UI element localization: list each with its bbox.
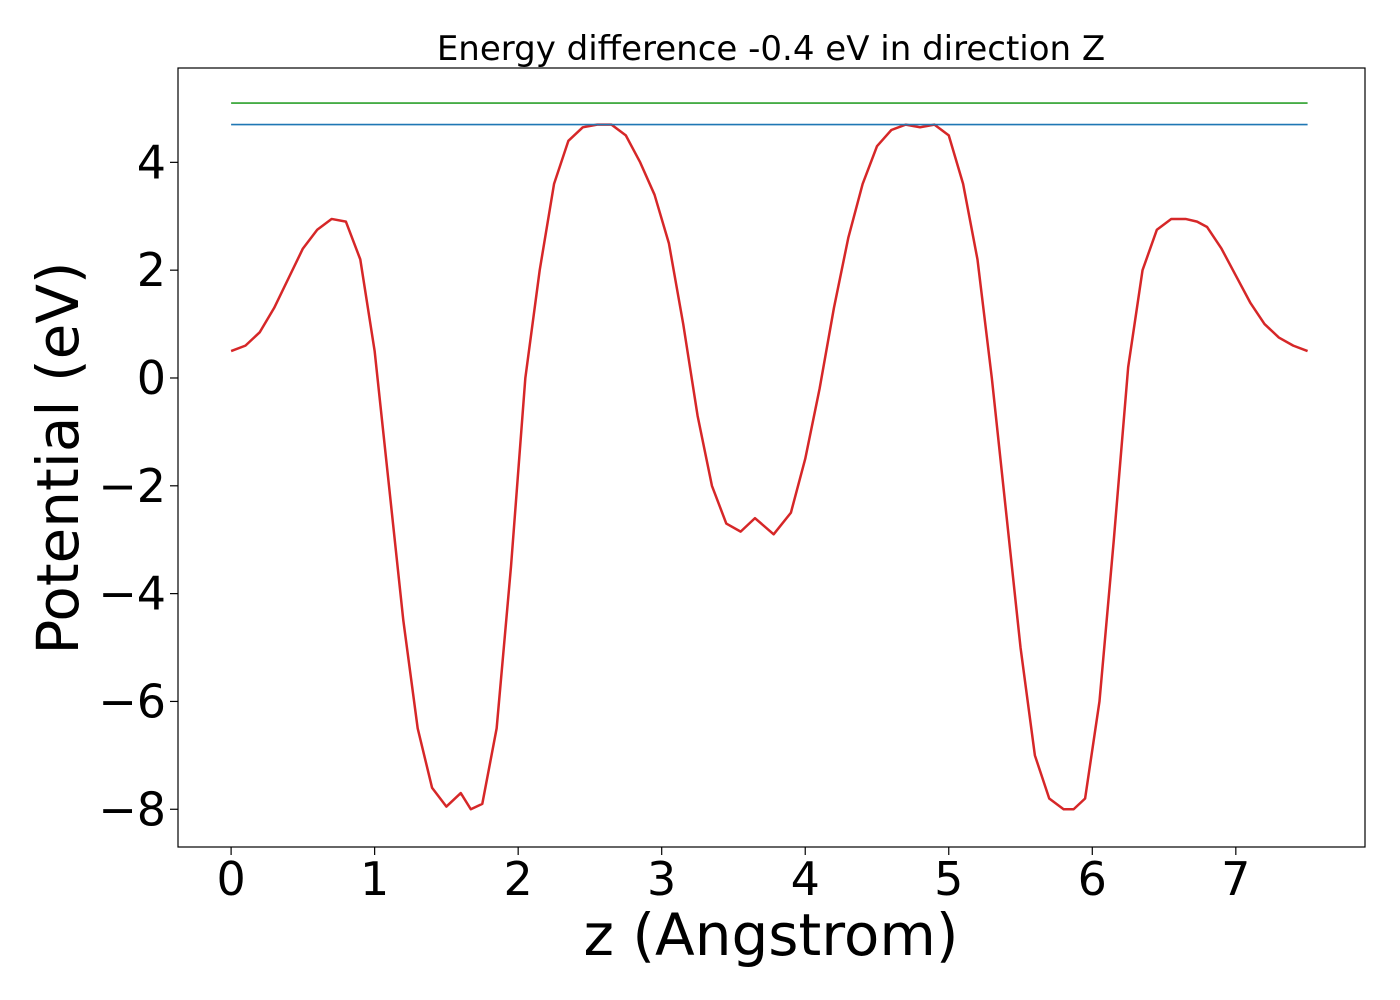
y-tick-label: −8 xyxy=(98,782,166,836)
x-tick-label: 7 xyxy=(1221,852,1250,906)
y-tick-label: −2 xyxy=(98,459,166,513)
x-tick-label: 2 xyxy=(504,852,533,906)
y-tick-label: −4 xyxy=(98,567,166,621)
x-tick-label: 1 xyxy=(360,852,389,906)
x-tick-label: 6 xyxy=(1078,852,1107,906)
series-layer xyxy=(230,102,1309,811)
tick-layer: 0 1 2 3 4 5 6 7 −8 −6 −4 −2 0 2 4 xyxy=(98,135,1250,906)
y-tick-label: 0 xyxy=(137,351,166,405)
y-axis-label: Potential (eV) xyxy=(24,261,92,654)
plot-frame xyxy=(177,67,1366,848)
x-tick-label: 3 xyxy=(647,852,676,906)
y-tick-label: 4 xyxy=(137,135,166,189)
x-tick-label: 5 xyxy=(934,852,963,906)
x-tick-label: 4 xyxy=(791,852,820,906)
y-tick-label: 2 xyxy=(137,243,166,297)
chart-title: Energy difference -0.4 eV in direction Z xyxy=(437,29,1105,69)
x-tick-label: 0 xyxy=(216,852,245,906)
series-line-0 xyxy=(230,123,1309,811)
x-axis-label: z (Angstrom) xyxy=(584,901,959,969)
y-tick-label: −6 xyxy=(98,674,166,728)
